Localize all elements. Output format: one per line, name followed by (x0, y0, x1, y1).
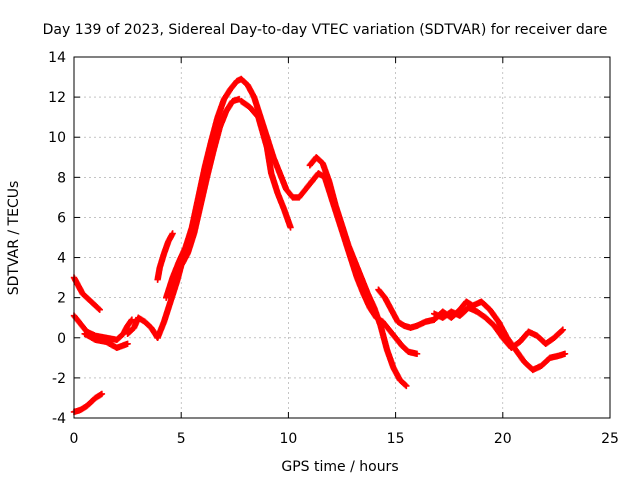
series-markers (154, 95, 243, 341)
series-track-13 (375, 286, 438, 331)
y-tick-label: -2 (52, 371, 66, 387)
series-track-8 (154, 230, 176, 283)
y-tick-labels: -4 -2 0 2 4 6 8 10 12 14 (48, 50, 66, 427)
y-tick-label: 6 (57, 210, 66, 226)
y-tick-label: 4 (57, 251, 66, 267)
series-markers (154, 230, 176, 283)
series-markers (162, 75, 245, 301)
series-track-12 (306, 154, 410, 390)
series-markers (124, 314, 161, 341)
series-track-4 (81, 330, 131, 352)
y-tick-label: -4 (52, 411, 66, 427)
axis-ticks (73, 56, 611, 419)
x-tick-label: 15 (387, 431, 405, 447)
y-axis-label: SDTVAR / TECUs (6, 181, 22, 296)
series-track-7 (162, 75, 245, 301)
series-markers (375, 286, 438, 331)
series-markers (308, 170, 421, 358)
series-track-2 (70, 274, 103, 313)
y-tick-label: 12 (48, 90, 66, 106)
x-tick-label: 5 (177, 431, 186, 447)
series-markers (430, 304, 567, 352)
series-track-6 (154, 95, 243, 341)
x-axis-label: GPS time / hours (281, 459, 398, 475)
series-track-15 (430, 304, 567, 352)
x-tick-labels: 0 5 10 15 20 25 (70, 431, 619, 447)
y-tick-label: 14 (48, 50, 66, 66)
series-markers (306, 154, 410, 390)
series-track-10 (238, 97, 294, 231)
y-tick-label: 2 (57, 291, 66, 307)
x-tick-label: 20 (494, 431, 512, 447)
x-tick-label: 0 (70, 431, 79, 447)
data-points (70, 75, 569, 416)
plot-frame (73, 56, 611, 419)
x-tick-label: 10 (279, 431, 297, 447)
y-tick-label: 10 (48, 130, 66, 146)
y-tick-label: 0 (57, 331, 66, 347)
chart-title: Day 139 of 2023, Sidereal Day-to-day VTE… (43, 22, 608, 38)
series-markers (70, 274, 103, 313)
series-markers (70, 390, 106, 416)
series-markers (81, 330, 131, 352)
series-markers (238, 97, 294, 231)
series-track-1 (70, 390, 106, 416)
series-track-5 (124, 314, 161, 341)
series-track-11 (308, 170, 421, 358)
x-tick-label: 25 (601, 431, 619, 447)
y-tick-label: 8 (57, 170, 66, 186)
